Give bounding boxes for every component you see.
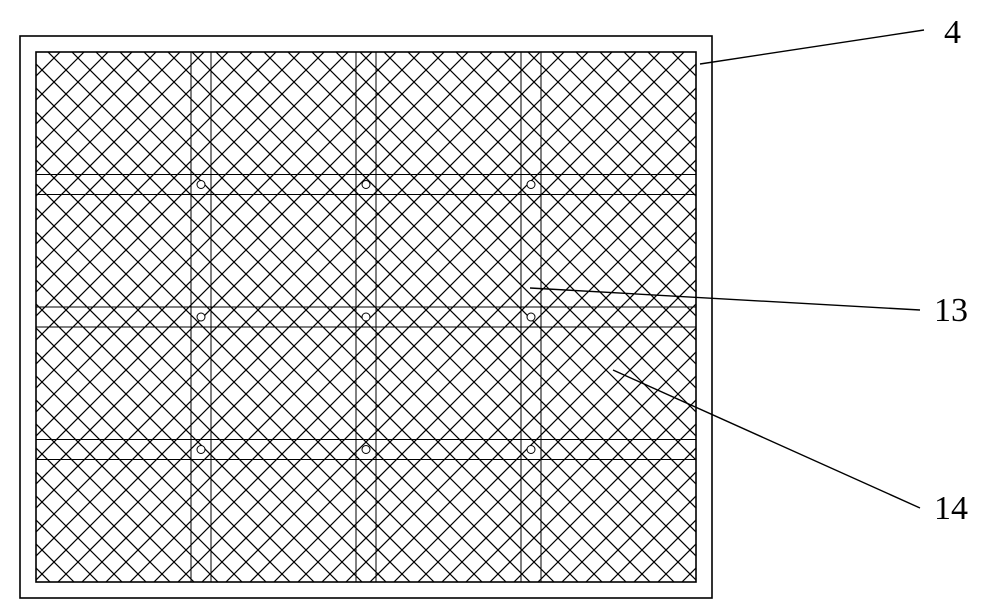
callout-label-14: 14 [934,490,968,528]
connector-circle [197,313,205,321]
connector-circle [197,181,205,189]
crosshatch [26,0,706,606]
connector-circle [362,313,370,321]
connector-circle [197,446,205,454]
lead-4 [700,30,924,64]
diagram-svg [0,0,1000,606]
connector-circle [362,446,370,454]
connector-circle [362,181,370,189]
connector-circle [527,181,535,189]
figure-canvas: 4 13 14 [0,0,1000,606]
connector-circle [527,313,535,321]
callout-label-13: 13 [934,292,968,330]
connector-circle [527,446,535,454]
callout-label-4: 4 [944,14,961,52]
